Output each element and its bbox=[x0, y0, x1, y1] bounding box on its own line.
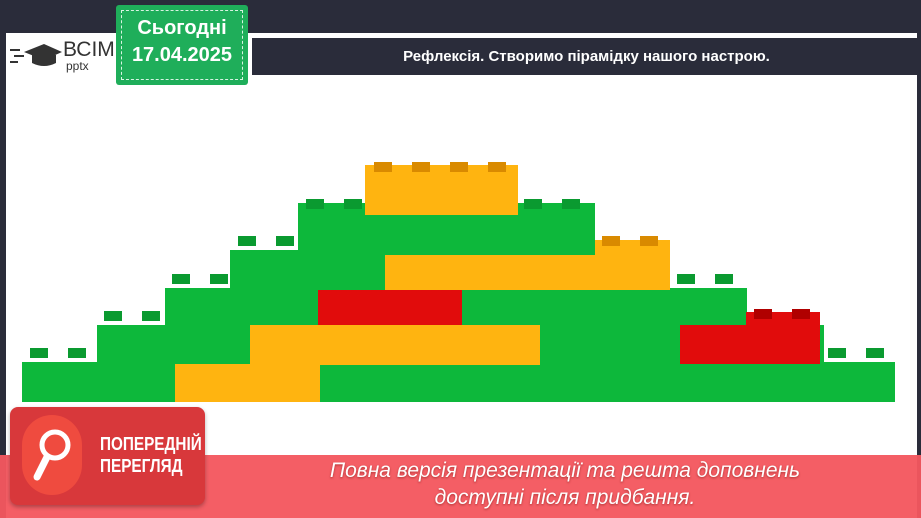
orange-brick bbox=[365, 165, 518, 215]
slide-title: Рефлексія. Створимо пірамідку нашого нас… bbox=[252, 38, 921, 75]
brick-studs bbox=[234, 236, 298, 246]
red-brick bbox=[318, 290, 462, 325]
message-line: Повна версія презентації та решта доповн… bbox=[329, 459, 801, 482]
brick-studs bbox=[370, 162, 515, 172]
slide-title-text: Рефлексія. Створимо пірамідку нашого нас… bbox=[403, 48, 770, 65]
brick-studs bbox=[302, 199, 366, 209]
orange-brick bbox=[250, 325, 540, 365]
brick-studs bbox=[598, 236, 668, 246]
magnifier-icon bbox=[22, 415, 82, 495]
brick-studs bbox=[750, 309, 818, 319]
orange-brick bbox=[175, 364, 320, 402]
message-line: доступні після придбання. bbox=[434, 486, 696, 509]
brick-studs bbox=[168, 274, 232, 284]
red-brick bbox=[680, 325, 820, 364]
frame-edge bbox=[0, 0, 6, 518]
green-brick bbox=[22, 362, 895, 402]
badge-line: ПЕРЕГЛЯД bbox=[100, 456, 183, 476]
frame-edge bbox=[917, 0, 921, 518]
brick-studs bbox=[100, 311, 164, 321]
brick-studs bbox=[26, 348, 96, 358]
badge-line: ПОПЕРЕДНІЙ bbox=[100, 434, 202, 454]
logo-sub: pptx bbox=[66, 59, 89, 73]
purchase-message: Повна версія презентації та решта доповн… bbox=[210, 457, 920, 511]
brick-studs bbox=[673, 274, 743, 284]
date-tag: Сьогодні 17.04.2025 bbox=[116, 5, 248, 85]
orange-brick bbox=[385, 255, 670, 290]
logo-text: ВСІМ bbox=[63, 38, 115, 61]
date-label: Сьогодні bbox=[137, 17, 227, 39]
date-value: 17.04.2025 bbox=[131, 44, 233, 66]
brick-studs bbox=[824, 348, 894, 358]
logo: ВСІМ pptx bbox=[10, 38, 115, 74]
brick-studs bbox=[520, 199, 592, 209]
graduation-cap-icon bbox=[10, 44, 62, 66]
preview-badge[interactable]: ПОПЕРЕДНІЙ ПЕРЕГЛЯД bbox=[10, 407, 205, 505]
